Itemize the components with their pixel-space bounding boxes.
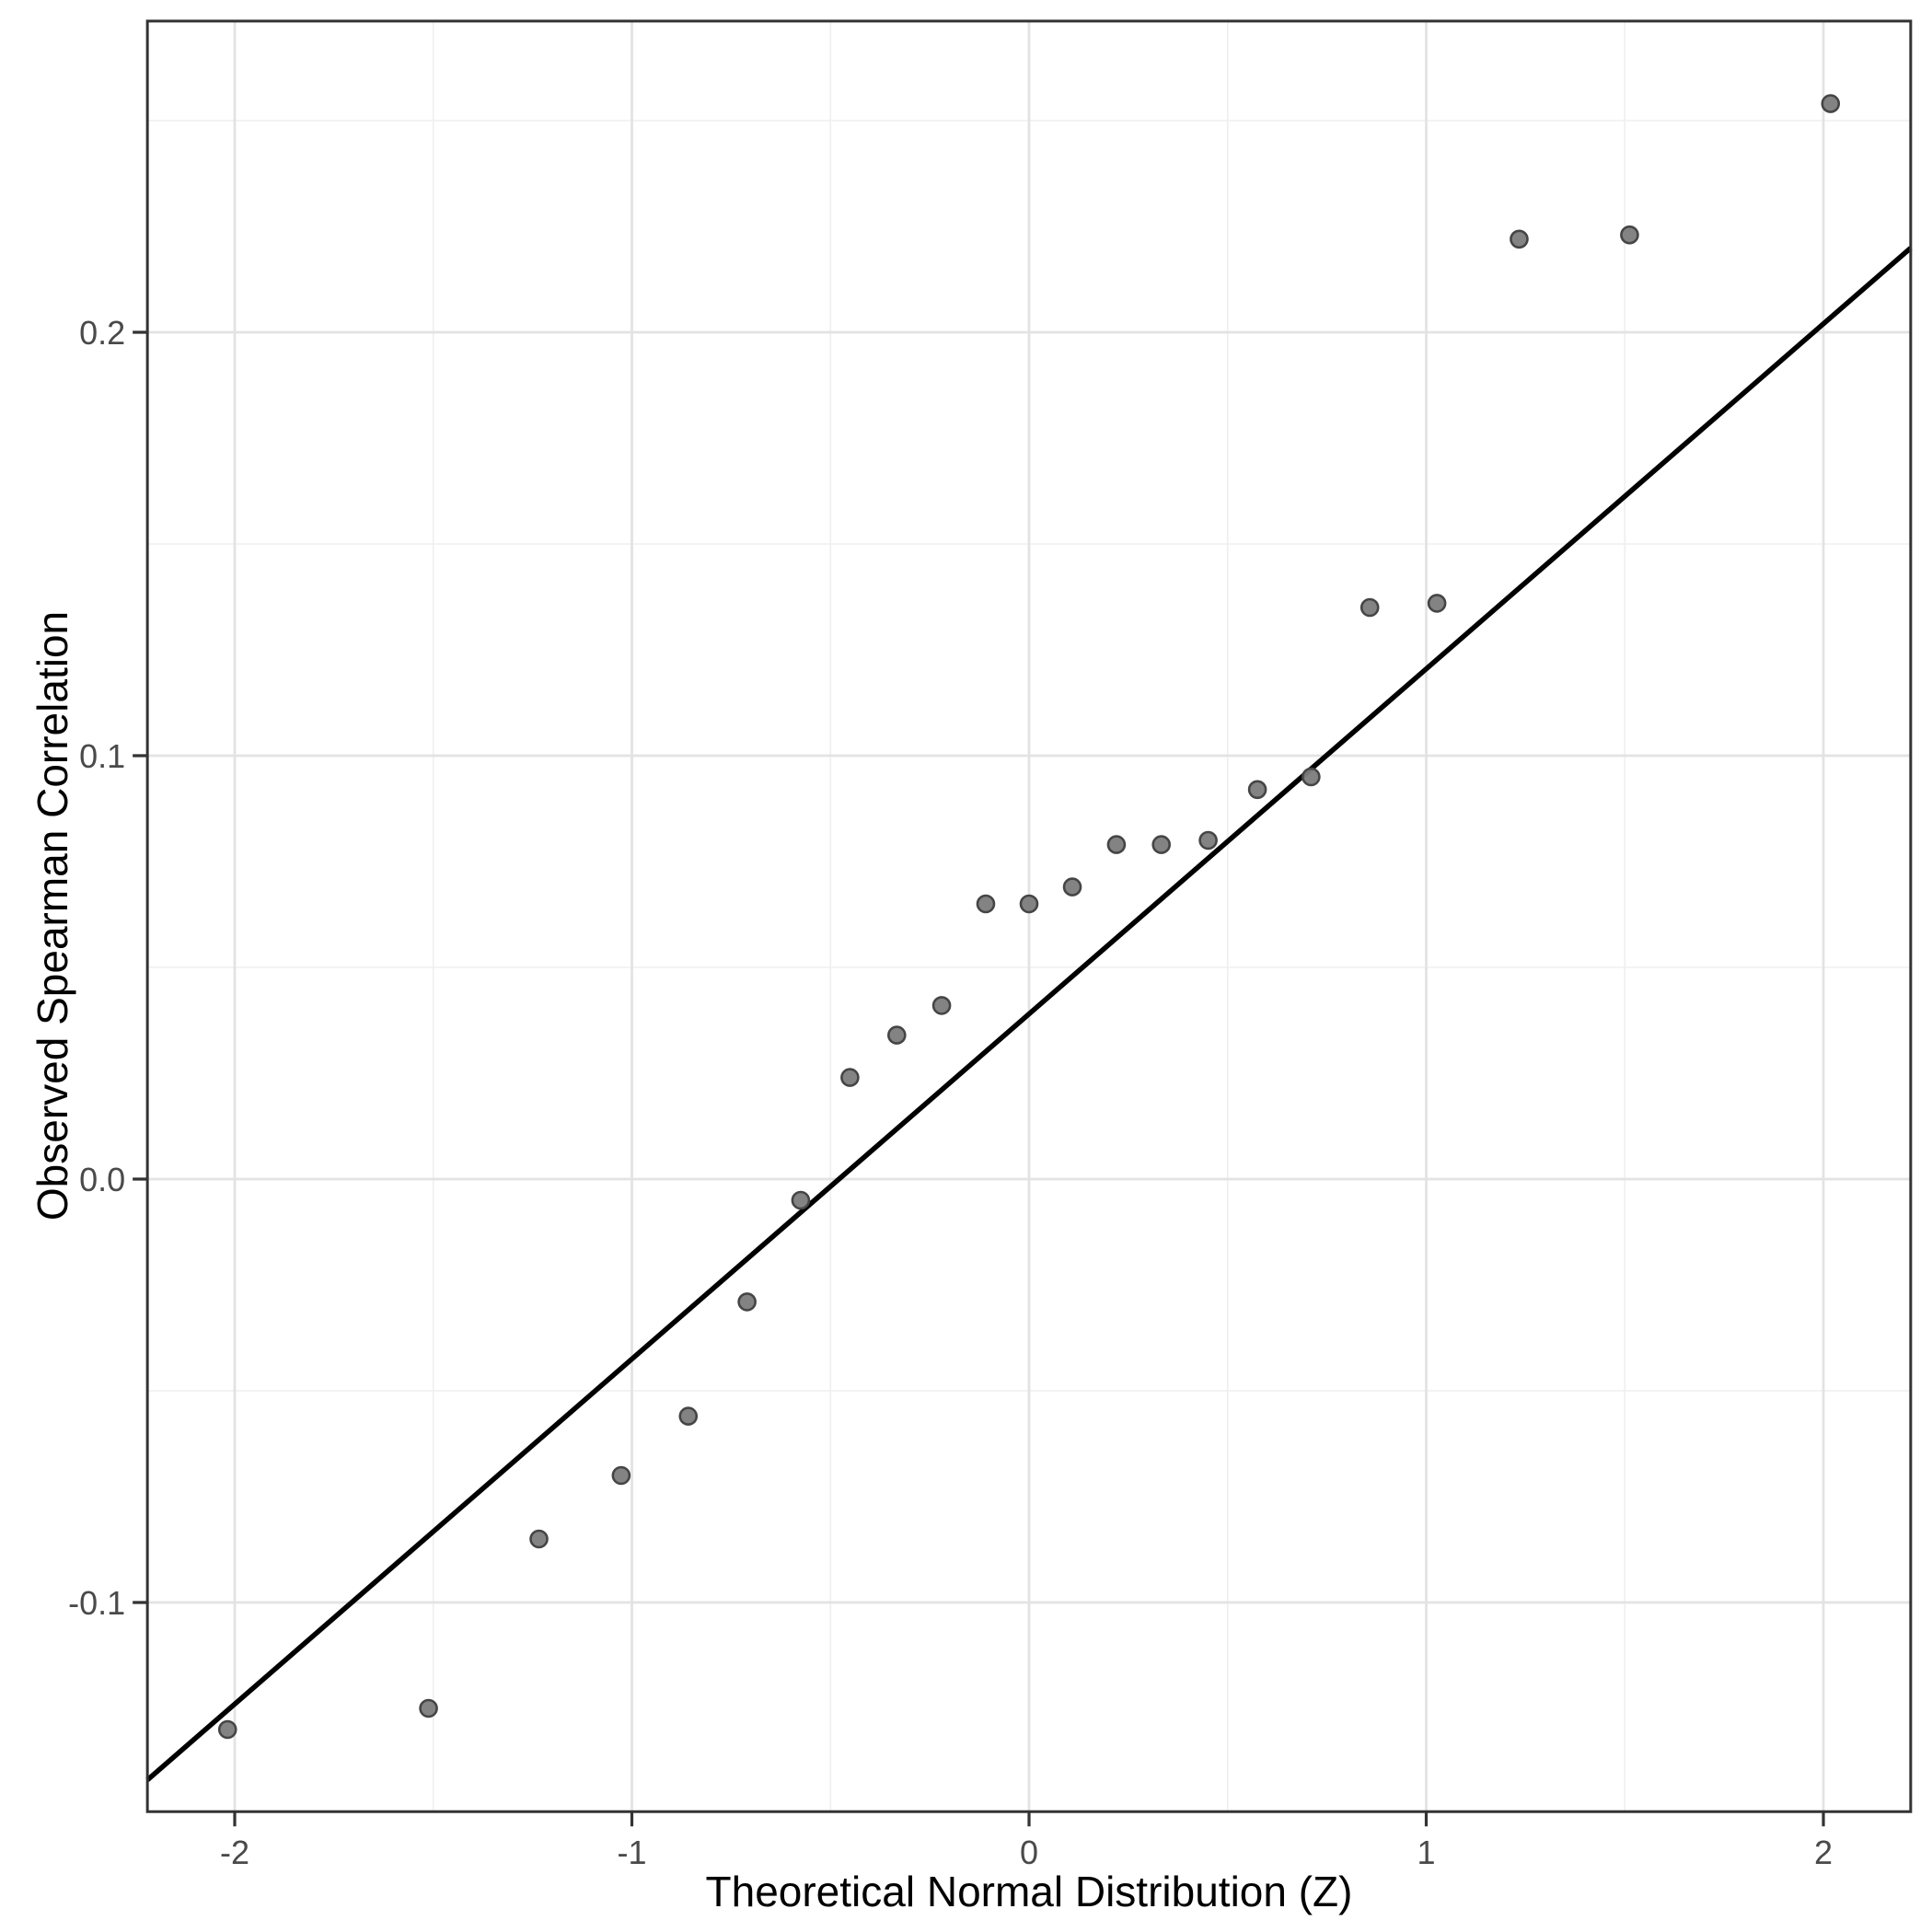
x-tick-label: 1 <box>1417 1834 1435 1871</box>
x-tick-labels: -2 -1 0 1 2 <box>220 1834 1833 1871</box>
data-point <box>887 1025 907 1045</box>
data-point <box>1427 594 1447 613</box>
data-point <box>678 1406 699 1426</box>
x-tick-label: -2 <box>220 1834 249 1871</box>
y-tick-labels: 0.2 0.1 0.0 -0.1 <box>68 314 125 1622</box>
data-point <box>1198 830 1218 850</box>
data-point <box>1301 767 1321 787</box>
y-axis-title: Observed Spearman Correlation <box>29 611 76 1221</box>
x-tick-label: -1 <box>617 1834 646 1871</box>
data-point <box>840 1068 860 1087</box>
data-point <box>1151 835 1171 854</box>
axis-ticks-group <box>133 330 1825 1827</box>
data-point <box>1510 229 1529 249</box>
y-tick-label: -0.1 <box>68 1584 125 1622</box>
y-tick-label: 0.2 <box>79 314 125 352</box>
data-point <box>1019 894 1039 914</box>
x-tick-label: 0 <box>1020 1834 1038 1871</box>
data-point <box>217 1719 237 1740</box>
data-point <box>976 894 996 914</box>
scatter-points-group <box>217 94 1841 1740</box>
qq-reference-line-group <box>145 246 1913 1782</box>
data-point <box>529 1529 549 1549</box>
x-tick-label: 2 <box>1814 1834 1833 1871</box>
y-tick-label: 0.1 <box>79 737 125 775</box>
major-gridlines <box>147 20 1911 1812</box>
data-point <box>737 1292 757 1312</box>
data-point <box>611 1465 631 1486</box>
data-point <box>1062 877 1082 897</box>
data-point <box>1821 94 1841 113</box>
data-point <box>1620 225 1639 245</box>
data-point <box>419 1698 438 1718</box>
data-point <box>1359 597 1380 618</box>
x-axis-title: Theoretical Normal Distribution (Z) <box>706 1868 1353 1915</box>
data-point <box>931 996 952 1015</box>
y-tick-label: 0.0 <box>79 1161 125 1198</box>
data-point <box>1247 780 1267 800</box>
data-point <box>791 1190 811 1210</box>
qq-reference-line <box>145 246 1913 1782</box>
data-point <box>1106 835 1127 854</box>
